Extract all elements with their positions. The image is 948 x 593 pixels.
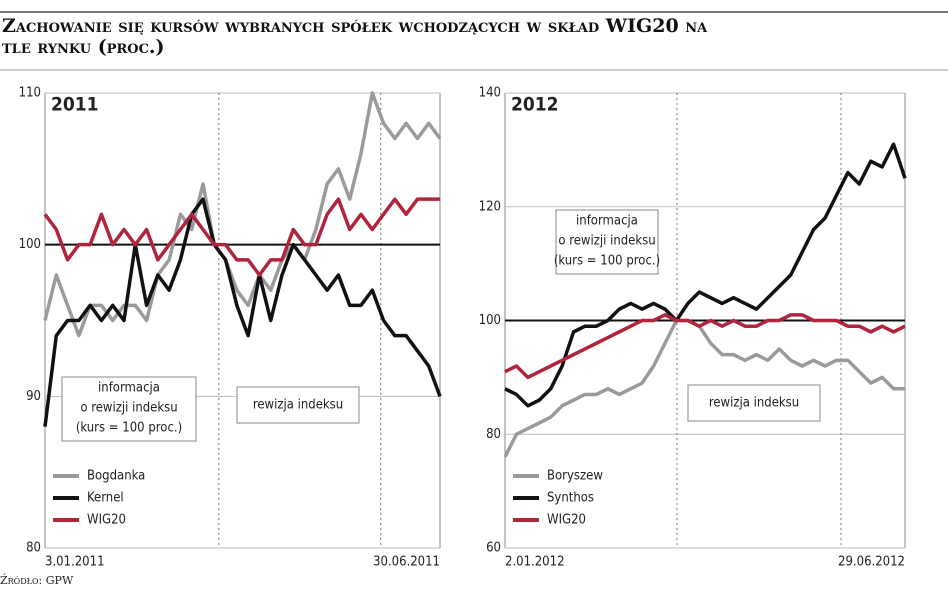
annotation-text: o rewizji indeksu (80, 401, 177, 416)
series-line (504, 313, 906, 380)
annotation-box (61, 376, 197, 442)
series-line (504, 142, 907, 408)
series-line (43, 91, 442, 338)
legend-label: Bogdanka (87, 469, 145, 484)
annotation-box (236, 386, 360, 424)
y-tick-label: 110 (19, 86, 41, 101)
y-tick-label: 80 (486, 427, 501, 442)
annotation-text: o rewizji indeksu (558, 234, 655, 249)
x-tick-label: 2.01.2012 (505, 555, 565, 570)
page-title: Zachowanie się kursów wybranych spółek w… (2, 15, 708, 58)
x-tick-label: 29.06.2012 (838, 555, 905, 570)
legend-label: WIG20 (87, 513, 126, 528)
annotation-text: (kurs = 100 proc.) (554, 254, 660, 269)
annotation-text: informacja (576, 214, 638, 229)
series-line (43, 197, 440, 277)
legend-label: Synthos (547, 491, 594, 506)
legend-label: Boryszew (547, 469, 603, 484)
y-tick-label: 140 (479, 86, 501, 101)
series-line (43, 197, 442, 427)
legend-label: WIG20 (547, 513, 586, 528)
chart-title: 2011 (51, 94, 99, 116)
annotation-text: (kurs = 100 proc.) (76, 421, 182, 436)
y-tick-label: 80 (26, 541, 41, 556)
annotation-text: rewizja indeksu (253, 398, 343, 413)
legend-label: Kernel (87, 491, 124, 506)
series-line (503, 318, 905, 458)
y-tick-label: 90 (26, 389, 41, 404)
x-tick-label: 3.01.2011 (45, 555, 105, 570)
annotation-box (555, 209, 659, 275)
source: Źródło: GPW (0, 574, 74, 587)
y-tick-label: 100 (19, 237, 41, 252)
annotation-text: informacja (98, 381, 160, 396)
x-tick-label: 30.06.2011 (373, 555, 440, 570)
annotation-box (687, 384, 821, 422)
y-tick-label: 60 (486, 541, 501, 556)
y-tick-label: 100 (479, 313, 501, 328)
y-tick-label: 120 (479, 199, 501, 214)
chart-title: 2012 (511, 94, 559, 116)
annotation-text: rewizja indeksu (709, 396, 799, 411)
